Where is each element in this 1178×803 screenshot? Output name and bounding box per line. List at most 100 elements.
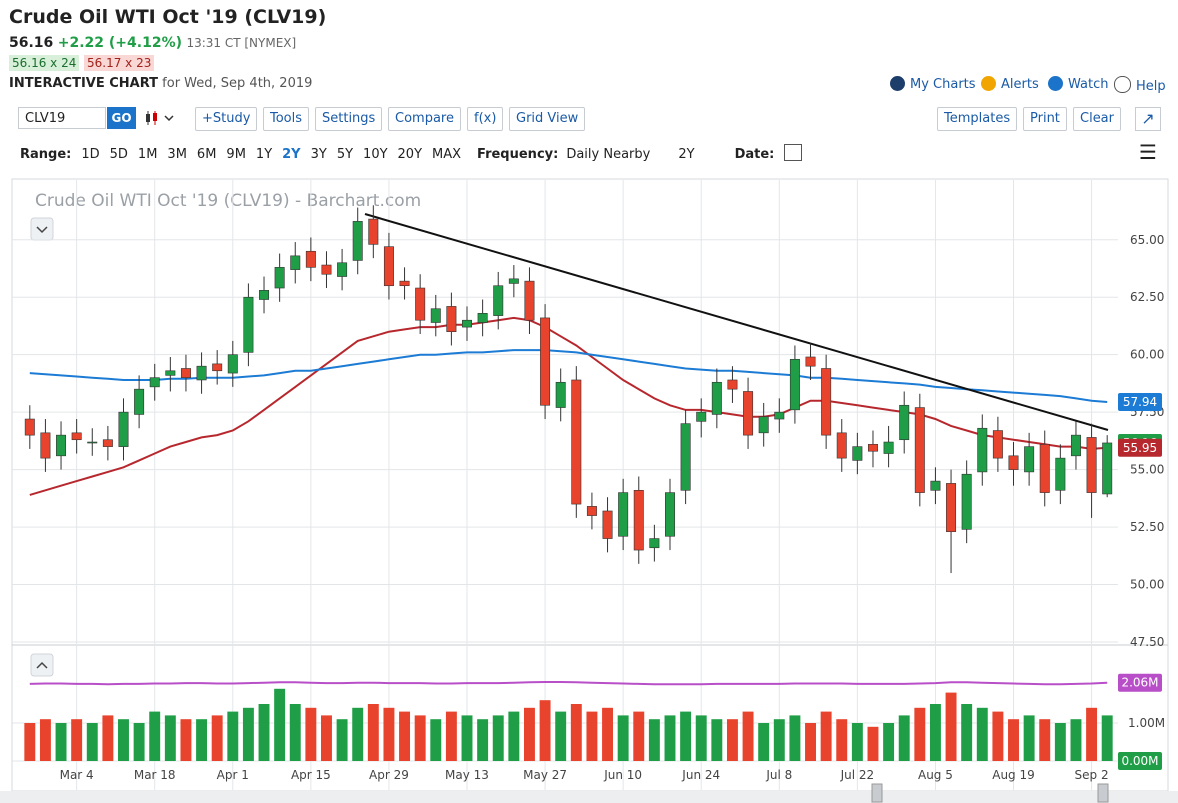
toolbar-button[interactable]: Templates: [937, 107, 1018, 131]
range-option[interactable]: 1M: [137, 147, 158, 162]
range-option[interactable]: 2Y: [282, 147, 301, 162]
price-badge: [1118, 438, 1162, 457]
toolbar-button[interactable]: Compare: [388, 107, 461, 131]
volume-bar: [836, 719, 848, 761]
menu-icon[interactable]: ☰: [1139, 140, 1157, 164]
volume-bar: [805, 723, 816, 761]
volume-bar: [961, 704, 973, 761]
volume-bar: [664, 715, 676, 761]
candle-body: [415, 287, 426, 321]
toolbar-button[interactable]: Grid View: [509, 107, 586, 131]
toolbar-button[interactable]: Clear: [1073, 107, 1121, 131]
y-tick-label: 47.50: [1130, 635, 1164, 649]
price-badge: [1118, 393, 1162, 412]
x-tick-label: Aug 19: [992, 768, 1035, 782]
volume-bar: [883, 723, 895, 761]
header-link[interactable]: Alerts: [981, 76, 1039, 92]
x-tick-label: Jul 22: [840, 768, 875, 782]
range-option[interactable]: MAX: [432, 147, 462, 162]
link-text: Alerts: [1001, 77, 1039, 92]
volume-bar: [352, 707, 364, 761]
candle-body: [227, 354, 238, 374]
header-link[interactable]: My Charts: [890, 76, 976, 92]
volume-bar: [711, 719, 723, 761]
range-option[interactable]: 3M: [167, 147, 187, 162]
candle-body: [867, 444, 878, 452]
candle-body: [665, 492, 675, 537]
volume-bar: [461, 715, 473, 761]
header-link[interactable]: Watch: [1048, 76, 1108, 92]
volume-bar: [24, 723, 36, 761]
range-option[interactable]: 1D: [81, 147, 100, 162]
chart-type-button[interactable]: [143, 108, 177, 128]
volume-bar: [55, 723, 67, 761]
candle-body: [680, 423, 691, 491]
candle-body: [430, 308, 441, 323]
candle-body: [56, 434, 67, 457]
candle-body: [87, 441, 98, 444]
range-option[interactable]: 6M: [196, 147, 217, 162]
volume-bar: [1039, 719, 1051, 761]
x-tick-label: Mar 18: [134, 768, 176, 782]
toolbar-button[interactable]: Tools: [263, 107, 310, 131]
toolbar-button[interactable]: +Study: [195, 107, 258, 131]
candle-body: [290, 255, 301, 270]
volume-bar: [773, 719, 785, 761]
quote-time: 13:31 CT [NYMEX]: [186, 36, 297, 50]
volume-bar: [680, 711, 692, 761]
volume-bar: [336, 719, 348, 761]
candle-body: [1008, 455, 1019, 470]
chevron-icon: [36, 226, 48, 234]
range-option[interactable]: 20Y: [397, 147, 423, 162]
toolbar-button[interactable]: f(x): [467, 107, 504, 131]
volume-bar: [867, 726, 879, 761]
range-option[interactable]: 10Y: [363, 147, 388, 162]
frequency-label: Frequency:: [477, 147, 559, 162]
toolbar-button[interactable]: Settings: [315, 107, 383, 131]
volume-bar: [726, 719, 738, 761]
candle-body: [774, 411, 785, 420]
date-picker[interactable]: [784, 144, 803, 161]
period-select[interactable]: 2Y: [678, 147, 695, 162]
x-tick-label: Jun 24: [681, 768, 720, 782]
go-button[interactable]: GO: [107, 107, 136, 129]
range-option[interactable]: 5D: [109, 147, 128, 162]
popout-button[interactable]: ↗: [1135, 107, 1161, 131]
toolbar-button[interactable]: Print: [1023, 107, 1067, 131]
volume-bar: [570, 704, 582, 761]
volume-bar: [305, 707, 317, 761]
symbol-input[interactable]: CLV19: [18, 107, 106, 129]
candle-body: [259, 290, 270, 300]
candle-body: [1102, 442, 1113, 495]
x-tick-label: Mar 4: [60, 768, 94, 782]
volume-bar: [1054, 723, 1066, 761]
candle-body: [805, 356, 816, 367]
candle-body: [571, 379, 582, 505]
volume-bar: [945, 692, 957, 761]
candle-body: [508, 278, 519, 284]
volume-bar: [86, 723, 98, 761]
volume-bar: [898, 715, 910, 761]
link-text: My Charts: [910, 77, 976, 92]
range-option[interactable]: 9M: [226, 147, 246, 162]
range-option[interactable]: 1Y: [255, 147, 273, 162]
volume-bar: [633, 711, 645, 761]
range-option[interactable]: 5Y: [336, 147, 354, 162]
scroll-handle[interactable]: [871, 783, 883, 803]
expand-button[interactable]: [30, 653, 54, 677]
x-tick-label: Jun 10: [603, 768, 642, 782]
frequency-select[interactable]: Daily Nearby: [566, 147, 651, 162]
x-tick-label: Apr 1: [217, 768, 249, 782]
volume-bar: [258, 704, 270, 761]
range-option[interactable]: 3Y: [310, 147, 327, 162]
chart-date: for Wed, Sep 4th, 2019: [162, 76, 313, 91]
collapse-button[interactable]: [30, 217, 54, 241]
volume-average: [29, 681, 1108, 686]
header-link[interactable]: Help: [1114, 76, 1166, 94]
scrollbar[interactable]: [0, 791, 1178, 803]
volume-bar: [648, 719, 660, 761]
range-bar: Range: 1D 5D 1M 3M 6M 9M 1Y 2Y 3Y 5Y 10Y 20Y MAX Frequ…: [20, 144, 803, 162]
scroll-handle[interactable]: [1097, 783, 1109, 803]
candle-body: [337, 262, 348, 277]
candle-body: [40, 432, 51, 459]
